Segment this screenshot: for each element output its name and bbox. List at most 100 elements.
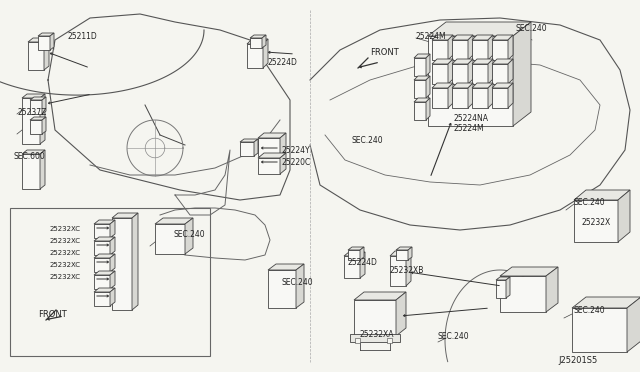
Text: 25224Y: 25224Y: [282, 146, 310, 155]
Bar: [396, 250, 408, 260]
Polygon shape: [468, 35, 473, 60]
Bar: [268, 270, 296, 308]
Polygon shape: [30, 117, 46, 120]
Bar: [112, 218, 132, 310]
Polygon shape: [94, 271, 115, 275]
Polygon shape: [132, 213, 138, 310]
Polygon shape: [513, 22, 531, 126]
Text: 25232XC: 25232XC: [50, 238, 81, 244]
Text: 25237Z: 25237Z: [18, 108, 47, 117]
Polygon shape: [40, 94, 45, 144]
Polygon shape: [50, 33, 54, 50]
Polygon shape: [492, 83, 513, 88]
Bar: [22, 154, 40, 189]
Text: SEC.600: SEC.600: [14, 152, 45, 161]
Bar: [354, 300, 396, 336]
Polygon shape: [627, 297, 640, 352]
Polygon shape: [268, 264, 304, 270]
Bar: [387, 338, 392, 343]
Polygon shape: [280, 133, 286, 156]
Bar: [574, 200, 618, 242]
Polygon shape: [448, 83, 453, 108]
Polygon shape: [572, 297, 640, 308]
Polygon shape: [488, 35, 493, 60]
Polygon shape: [506, 277, 510, 298]
Polygon shape: [492, 35, 513, 40]
Polygon shape: [155, 218, 193, 224]
Bar: [472, 64, 488, 84]
Bar: [432, 64, 448, 84]
Bar: [492, 40, 508, 60]
Bar: [414, 80, 426, 98]
Polygon shape: [396, 292, 406, 336]
Text: SEC.240: SEC.240: [438, 332, 470, 341]
Polygon shape: [452, 59, 473, 64]
Polygon shape: [492, 59, 513, 64]
Polygon shape: [344, 252, 365, 256]
Polygon shape: [508, 83, 513, 108]
Bar: [258, 158, 280, 174]
Bar: [155, 224, 185, 254]
Bar: [428, 36, 513, 126]
Polygon shape: [110, 237, 115, 255]
Polygon shape: [448, 59, 453, 84]
Bar: [492, 88, 508, 108]
Polygon shape: [22, 150, 45, 154]
Polygon shape: [414, 98, 430, 102]
Polygon shape: [30, 97, 46, 100]
Polygon shape: [38, 33, 54, 36]
Polygon shape: [263, 39, 268, 68]
Bar: [472, 40, 488, 60]
Polygon shape: [360, 247, 364, 260]
Polygon shape: [546, 267, 558, 312]
Bar: [28, 42, 44, 70]
Polygon shape: [280, 153, 286, 174]
Polygon shape: [258, 153, 286, 158]
Text: J25201S5: J25201S5: [558, 356, 597, 365]
Polygon shape: [468, 59, 473, 84]
Polygon shape: [618, 190, 630, 242]
Bar: [350, 334, 400, 342]
Polygon shape: [22, 94, 45, 98]
Polygon shape: [488, 83, 493, 108]
Text: SEC.240: SEC.240: [352, 136, 383, 145]
Bar: [30, 100, 42, 114]
Bar: [452, 64, 468, 84]
Bar: [348, 250, 360, 260]
Bar: [94, 224, 110, 238]
Polygon shape: [250, 35, 266, 38]
Polygon shape: [496, 277, 510, 280]
Polygon shape: [426, 54, 430, 76]
Polygon shape: [94, 288, 115, 292]
Polygon shape: [452, 83, 473, 88]
Bar: [94, 292, 110, 306]
Polygon shape: [247, 39, 268, 44]
Polygon shape: [488, 59, 493, 84]
Polygon shape: [472, 83, 493, 88]
Bar: [355, 338, 360, 343]
Text: FRONT: FRONT: [370, 48, 399, 57]
Text: 25220C: 25220C: [282, 158, 311, 167]
Text: 25224M: 25224M: [416, 32, 447, 41]
Polygon shape: [112, 213, 138, 218]
Text: 25232XB: 25232XB: [390, 266, 424, 275]
Bar: [390, 256, 406, 286]
Polygon shape: [44, 38, 49, 70]
Polygon shape: [354, 292, 406, 300]
Polygon shape: [240, 139, 258, 142]
Polygon shape: [414, 54, 430, 58]
Polygon shape: [432, 83, 453, 88]
Polygon shape: [348, 247, 364, 250]
Polygon shape: [472, 59, 493, 64]
Bar: [414, 58, 426, 76]
Polygon shape: [390, 251, 411, 256]
Text: SEC.240: SEC.240: [174, 230, 205, 239]
Polygon shape: [574, 190, 630, 200]
Polygon shape: [396, 247, 412, 250]
Polygon shape: [508, 35, 513, 60]
Polygon shape: [254, 139, 258, 156]
Polygon shape: [94, 220, 115, 224]
Bar: [94, 241, 110, 255]
Polygon shape: [448, 35, 453, 60]
Polygon shape: [110, 288, 115, 306]
